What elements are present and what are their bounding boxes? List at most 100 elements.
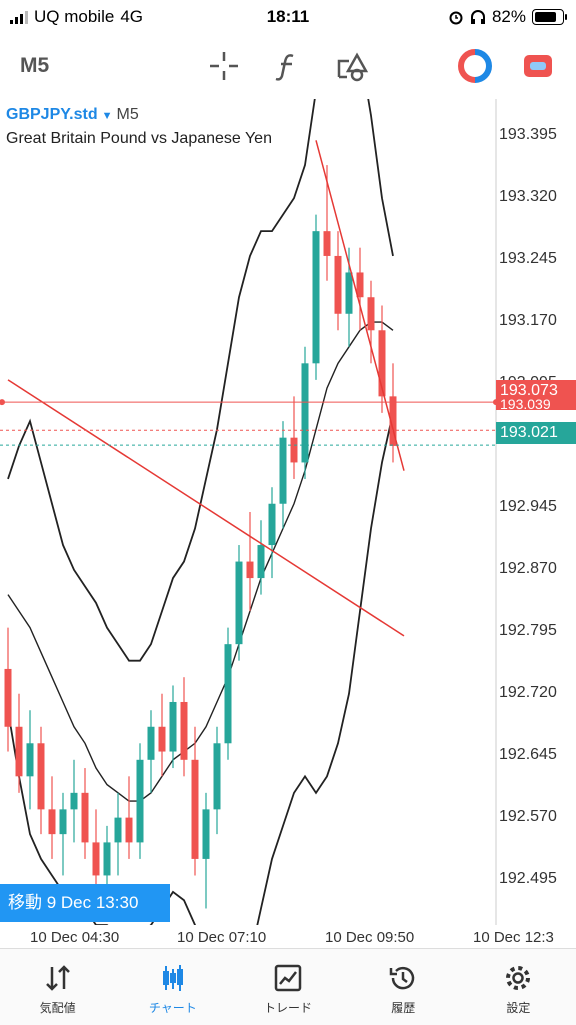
ask-price-tag: 193.073 [496, 380, 576, 402]
scroll-position-label[interactable]: 移動 9 Dec 13:30 [0, 884, 170, 922]
candle-body [323, 231, 331, 256]
symbol-header[interactable]: GBPJPY.std ▼ M5 [6, 106, 139, 124]
trade-icon [274, 964, 302, 992]
signal-icon [10, 10, 28, 24]
nav-quotes[interactable]: 気配値 [0, 949, 115, 1025]
nav-trade[interactable]: トレード [230, 949, 345, 1025]
clock: 18:11 [266, 7, 310, 26]
candle-body [147, 726, 155, 760]
crosshair-button[interactable] [206, 48, 242, 84]
price-label: 192.720 [499, 683, 557, 701]
function-icon [275, 54, 294, 81]
candle-body [257, 545, 265, 579]
nav-label: 設定 [506, 1001, 531, 1015]
candle-body [92, 842, 100, 876]
price-label: 192.570 [499, 807, 557, 825]
price-label: 193.320 [499, 188, 557, 206]
candle-body [345, 272, 353, 314]
ask-line-handle [0, 399, 5, 406]
candle-body [268, 503, 276, 546]
nav-chart[interactable]: チャート [115, 949, 230, 1025]
price-label: 193.245 [499, 250, 557, 268]
hidden-price-tag: 193.039 [496, 398, 576, 410]
price-chart[interactable] [0, 99, 576, 925]
candle-body [169, 701, 177, 752]
candle-body [4, 668, 12, 727]
candle-body [301, 363, 309, 463]
price-label: 193.170 [499, 312, 557, 330]
battery-percent: 82% [491, 7, 526, 26]
candle-body [26, 743, 34, 777]
candle-body [334, 255, 342, 314]
candle-body [15, 726, 23, 777]
bottom-nav: 気配値 チャート トレード 履歴 設定 [0, 948, 576, 1025]
candle-body [158, 726, 166, 752]
symbol-description: Great Britain Pound vs Japanese Yen [6, 130, 272, 147]
candle-body [70, 792, 78, 810]
time-label: 10 Dec 09:50 [325, 929, 415, 946]
chart-type-button[interactable] [520, 48, 556, 84]
candle-body [356, 272, 364, 298]
battery-level [535, 12, 557, 22]
carrier-label: UQ mobile [34, 7, 115, 26]
trade-button[interactable] [457, 48, 493, 84]
price-label: 192.870 [499, 559, 557, 577]
candle-body [224, 644, 232, 744]
candle-body [235, 561, 243, 645]
candle-body [213, 743, 221, 810]
nav-label: トレード [264, 1001, 313, 1015]
chart-icon [162, 965, 183, 991]
timeframe-button[interactable]: M5 [20, 54, 50, 77]
bollinger-lower-line [7, 412, 394, 925]
price-label: 192.495 [499, 869, 557, 887]
candle-body [136, 759, 144, 843]
nav-label: チャート [148, 1001, 197, 1015]
dropdown-arrow-icon[interactable]: ▼ [101, 110, 113, 122]
objects-icon [337, 52, 369, 82]
candle-body [125, 817, 133, 843]
nav-history[interactable]: 履歴 [346, 949, 461, 1025]
candle-body [290, 437, 298, 463]
candle-body [367, 297, 375, 331]
candle-body [59, 809, 67, 835]
candle-body [246, 561, 254, 579]
candle-body [114, 817, 122, 843]
candle-body [378, 330, 386, 397]
candle-body [180, 701, 188, 760]
settings-icon [506, 966, 531, 990]
chart-toolbar: M5 [0, 34, 576, 96]
candle-body [202, 809, 210, 859]
time-label: 10 Dec 12:3 [473, 929, 554, 946]
battery-icon [532, 9, 567, 25]
price-label: 193.395 [499, 126, 557, 144]
symbol-period: M5 [116, 106, 139, 123]
trade-icon [458, 49, 492, 83]
trendline [7, 379, 405, 637]
time-label: 10 Dec 07:10 [177, 929, 267, 946]
quotes-icon [45, 965, 70, 991]
status-bar: UQ mobile 4G 18:11 82% [0, 0, 576, 34]
price-label: 192.945 [499, 497, 557, 515]
crosshair-icon [210, 52, 238, 80]
chart-type-icon [524, 55, 552, 77]
symbol-code[interactable]: GBPJPY.std [6, 106, 98, 123]
nav-label: 履歴 [391, 1001, 416, 1015]
bollinger-upper-line [7, 99, 394, 662]
candle-body [37, 743, 45, 810]
price-label: 192.795 [499, 621, 557, 639]
network-label: 4G [120, 7, 143, 26]
nav-label: 気配値 [39, 1001, 76, 1015]
candle-body [191, 759, 199, 859]
candle-body [312, 231, 320, 364]
time-label: 10 Dec 04:30 [30, 929, 120, 946]
headphones-icon [470, 10, 485, 24]
indicators-button[interactable] [269, 48, 305, 84]
candle-body [48, 809, 56, 835]
alarm-icon [449, 11, 463, 25]
objects-button[interactable] [334, 48, 370, 84]
candle-body [81, 792, 89, 843]
nav-settings[interactable]: 設定 [461, 949, 576, 1025]
trendline [315, 140, 405, 471]
bid-price-tag: 193.021 [496, 422, 576, 444]
candle-body [103, 842, 111, 876]
